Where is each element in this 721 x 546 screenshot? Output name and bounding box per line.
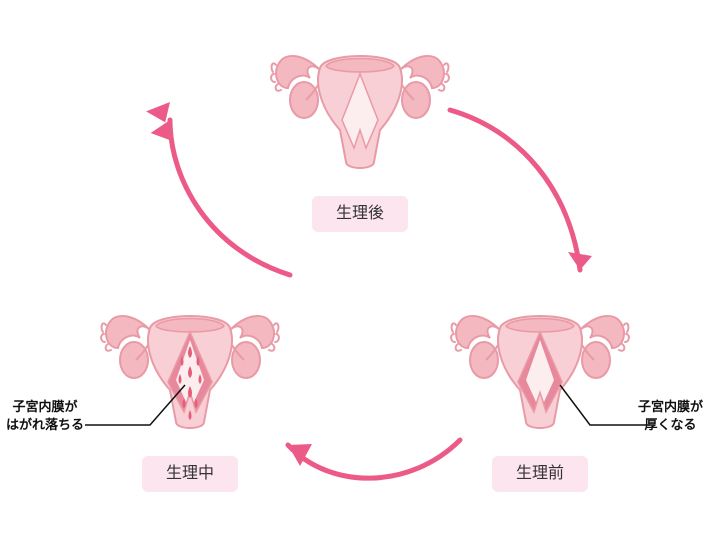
callout-left-line1: 子宮内膜が xyxy=(13,399,78,414)
callout-right-line1: 子宮内膜が xyxy=(638,399,703,414)
callout-right-line2: 厚くなる xyxy=(645,417,697,432)
arrow-left-to-top-head xyxy=(140,92,190,142)
stage-after-period: 生理後 xyxy=(270,30,450,232)
callout-left: 子宮内膜が はがれ落ちる xyxy=(6,398,84,433)
stage-during-label: 生理中 xyxy=(142,456,238,492)
stage-before-label: 生理前 xyxy=(492,456,588,492)
stage-after-label: 生理後 xyxy=(312,196,408,232)
callout-left-line2: はがれ落ちる xyxy=(6,417,84,432)
arrow-top-to-right xyxy=(430,100,610,300)
callout-right: 子宮内膜が 厚くなる xyxy=(638,398,703,433)
arrow-right-to-left xyxy=(260,420,480,510)
uterus-after-icon xyxy=(270,30,450,180)
callout-line-left xyxy=(80,380,190,440)
